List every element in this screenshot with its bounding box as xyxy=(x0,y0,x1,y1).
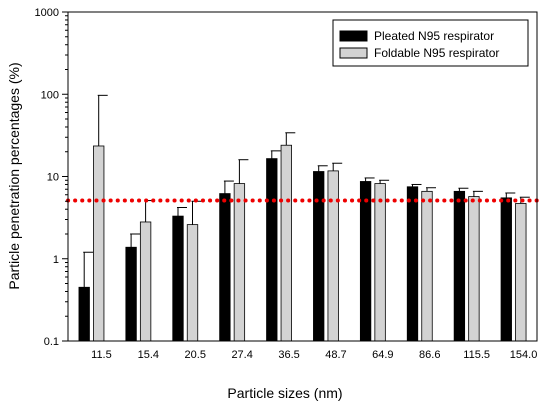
bar-foldable xyxy=(139,221,152,342)
x-tick-label: 115.5 xyxy=(463,349,490,361)
y-tick-label: 1 xyxy=(53,254,59,266)
bar-foldable xyxy=(468,196,480,342)
legend-label-pleated: Pleated N95 respirator xyxy=(374,29,494,43)
y-tick-label: 10 xyxy=(47,172,59,184)
bar-foldable xyxy=(233,183,246,342)
y-tick-label: 100 xyxy=(41,89,59,101)
x-tick-label: 15.4 xyxy=(138,349,159,361)
legend-swatch-pleated xyxy=(339,30,368,42)
bar-foldable xyxy=(280,144,292,342)
bar-pleated xyxy=(266,158,278,342)
y-axis-title: Particle penetration percentages (%) xyxy=(6,62,22,289)
bar-foldable xyxy=(93,145,105,342)
x-tick-label: 11.5 xyxy=(91,349,112,361)
bar-pleated xyxy=(78,286,90,342)
x-tick-label: 20.5 xyxy=(185,349,206,361)
bar-pleated xyxy=(313,171,325,342)
bar-pleated xyxy=(219,193,231,342)
bar-pleated xyxy=(453,190,466,342)
x-tick-label: 86.6 xyxy=(419,349,440,361)
x-tick-label: 154.0 xyxy=(510,349,538,361)
bar-pleated xyxy=(359,181,372,342)
x-tick-label: 48.7 xyxy=(325,349,346,361)
bar-pleated xyxy=(125,246,137,342)
x-tick-label: 27.4 xyxy=(231,349,252,361)
y-tick-label: 0.1 xyxy=(44,336,59,348)
x-tick-label: 64.9 xyxy=(372,349,393,361)
bar-pleated xyxy=(172,215,184,342)
bar-pleated xyxy=(406,186,419,342)
bar-foldable xyxy=(515,203,527,342)
bar-foldable xyxy=(186,224,199,342)
legend: Pleated N95 respirator Foldable N95 resp… xyxy=(332,19,529,67)
y-tick-label: 1000 xyxy=(35,7,59,19)
legend-label-foldable: Foldable N95 respirator xyxy=(374,46,499,60)
legend-swatch-foldable xyxy=(339,47,368,59)
axes: 11.5 15.4 20.5 27.4 36.5 48.7 64.9 86.6 115.5 154… xyxy=(35,7,538,361)
bar-foldable xyxy=(421,190,433,342)
x-tick-label: 36.5 xyxy=(278,349,299,361)
bar-foldable xyxy=(374,183,386,342)
bar-pleated xyxy=(500,197,512,342)
plot-area xyxy=(66,94,539,342)
bar-foldable xyxy=(327,170,339,342)
x-axis-title: Particle sizes (nm) xyxy=(227,385,342,401)
